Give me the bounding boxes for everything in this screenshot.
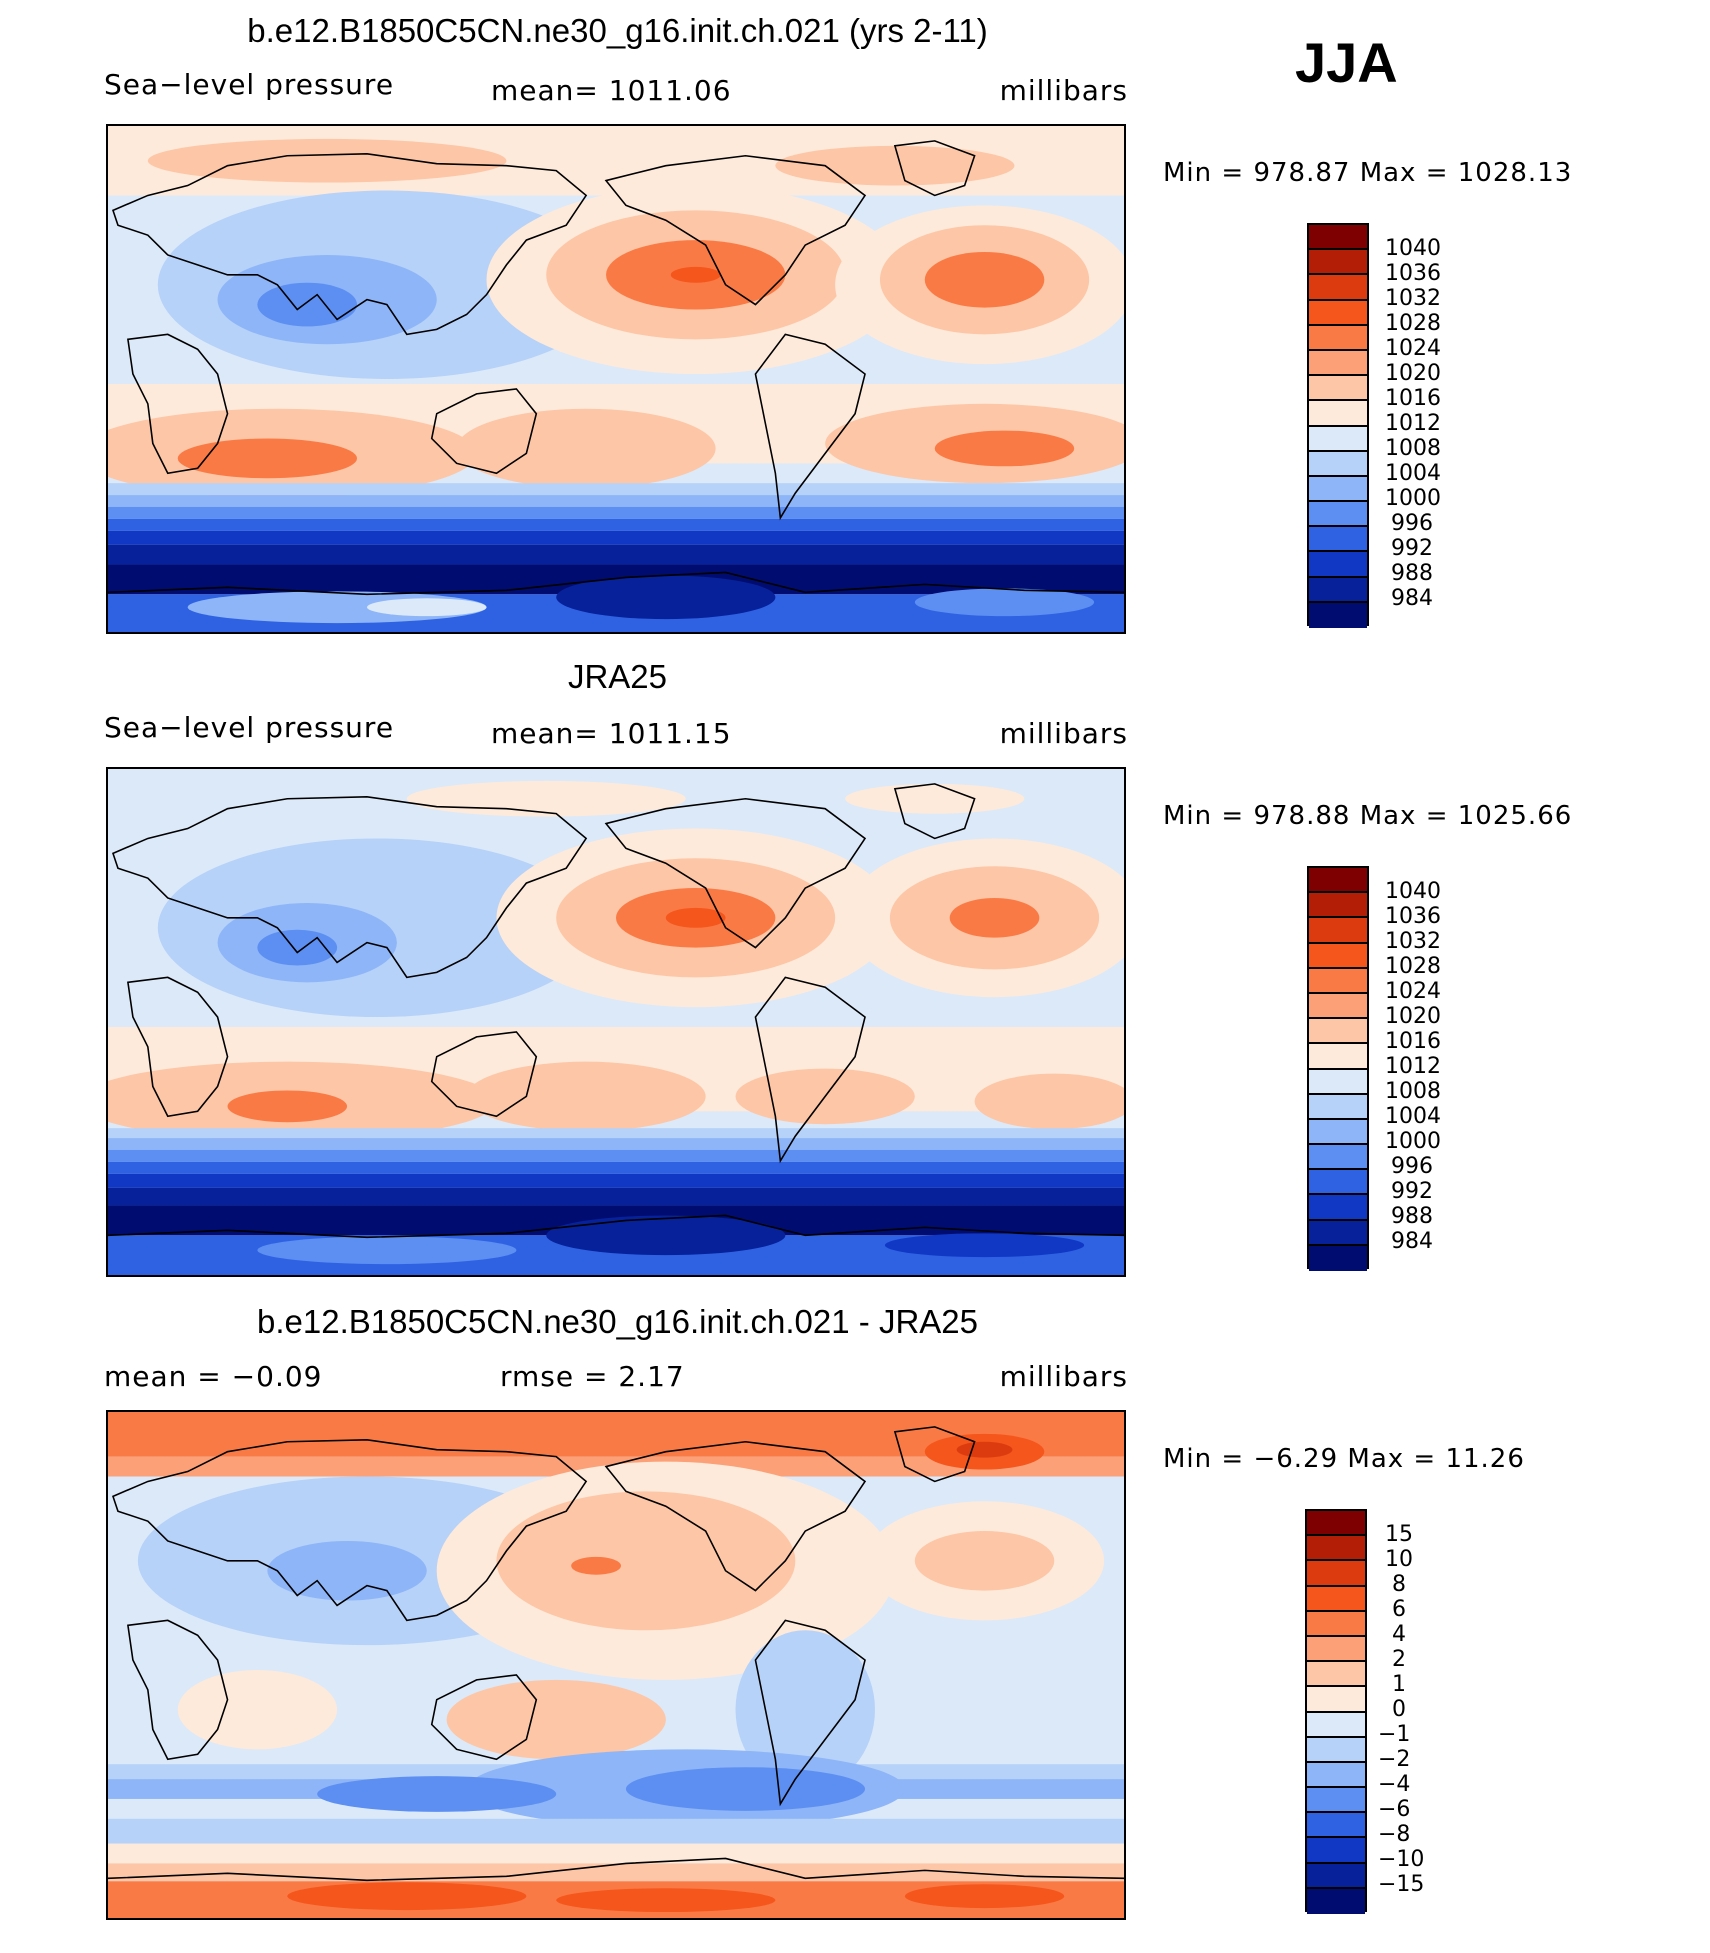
panel3-colorbar-label: −8	[1378, 1822, 1411, 1847]
panel2-colorbar-label: 984	[1391, 1229, 1433, 1254]
panel1-colorbar-label: 1012	[1385, 411, 1441, 436]
panel2-units-label: millibars	[999, 717, 1128, 750]
panel2-colorbar-label: 1020	[1385, 1004, 1441, 1029]
panel2-colorbar-label: 1008	[1385, 1079, 1441, 1104]
panel1-colorbar	[1307, 223, 1369, 628]
panel2-colorbar	[1307, 866, 1369, 1271]
panel1-colorbar-label: 984	[1391, 586, 1433, 611]
panel3-mean-label: mean = −0.09	[104, 1360, 323, 1393]
panel2-colorbar-label: 988	[1391, 1204, 1433, 1229]
panel3-colorbar-label: −10	[1378, 1847, 1425, 1872]
panel3-colorbar-label: 15	[1385, 1522, 1413, 1547]
panel3-units-label: millibars	[999, 1360, 1128, 1393]
panel2-colorbar-label: 1032	[1385, 929, 1441, 954]
panel3-colorbar-label: −6	[1378, 1797, 1411, 1822]
panel2-colorbar-label: 1036	[1385, 904, 1441, 929]
panel3-colorbar-label: 8	[1392, 1572, 1406, 1597]
panel1-map	[106, 124, 1126, 634]
panel2-colorbar-label: 992	[1391, 1179, 1433, 1204]
panel3-colorbar-label: 0	[1392, 1697, 1406, 1722]
panel3-rmse-label: rmse = 2.17	[500, 1360, 685, 1393]
panel1-variable-label: Sea−level pressure	[104, 68, 395, 101]
panel1-colorbar-label: 988	[1391, 561, 1433, 586]
panel1-mean-label: mean= 1011.06	[491, 74, 732, 107]
panel3-colorbar-label: 10	[1385, 1547, 1413, 1572]
panel3-colorbar-label: 6	[1392, 1597, 1406, 1622]
panel1-colorbar-label: 1036	[1385, 261, 1441, 286]
panel2-colorbar-label: 1040	[1385, 879, 1441, 904]
panel2-colorbar-label: 1004	[1385, 1104, 1441, 1129]
panel3-contour-field	[108, 1412, 1124, 1918]
panel2-minmax: Min = 978.88 Max = 1025.66	[1163, 801, 1573, 831]
panel2-map	[106, 767, 1126, 1277]
panel3-colorbar-label: 2	[1392, 1647, 1406, 1672]
panel1-units-label: millibars	[999, 74, 1128, 107]
panel3-title: b.e12.B1850C5CN.ne30_g16.init.ch.021 - J…	[257, 1303, 978, 1340]
panel3-colorbar-label: −15	[1378, 1872, 1425, 1897]
panel2-title: JRA25	[567, 658, 668, 695]
panel1-title: b.e12.B1850C5CN.ne30_g16.init.ch.021 (yr…	[247, 12, 988, 49]
panel2-colorbar-label: 1024	[1385, 979, 1441, 1004]
panel1-colorbar-label: 1016	[1385, 386, 1441, 411]
panel3-colorbar-label: −2	[1378, 1747, 1411, 1772]
panel1-colorbar-label: 1004	[1385, 461, 1441, 486]
panel3-colorbar-label: 4	[1392, 1622, 1406, 1647]
panel3-colorbar	[1305, 1509, 1367, 1914]
panel1-colorbar-label: 1000	[1385, 486, 1441, 511]
panel1-colorbar-label: 1024	[1385, 336, 1441, 361]
panel1-colorbar-label: 1008	[1385, 436, 1441, 461]
panel1-contour-field	[108, 126, 1124, 632]
panel3-map	[106, 1410, 1126, 1920]
panel1-colorbar-label: 1040	[1385, 236, 1441, 261]
panel3-colorbar-label: −1	[1378, 1722, 1411, 1747]
panel1-colorbar-label: 1020	[1385, 361, 1441, 386]
panel3-colorbar-label: −4	[1378, 1772, 1411, 1797]
panel2-colorbar-label: 1028	[1385, 954, 1441, 979]
panel3-colorbar-label: 1	[1392, 1672, 1406, 1697]
panel2-colorbar-label: 1016	[1385, 1029, 1441, 1054]
panel1-colorbar-label: 992	[1391, 536, 1433, 561]
panel1-colorbar-label: 1032	[1385, 286, 1441, 311]
panel2-contour-field	[108, 769, 1124, 1275]
season-label: JJA	[1295, 31, 1398, 94]
panel1-minmax: Min = 978.87 Max = 1028.13	[1163, 158, 1573, 188]
panel2-colorbar-label: 996	[1391, 1154, 1433, 1179]
panel2-colorbar-label: 1012	[1385, 1054, 1441, 1079]
panel2-mean-label: mean= 1011.15	[491, 717, 732, 750]
panel3-minmax: Min = −6.29 Max = 11.26	[1163, 1444, 1525, 1474]
panel1-colorbar-label: 996	[1391, 511, 1433, 536]
panel2-variable-label: Sea−level pressure	[104, 711, 395, 744]
panel1-colorbar-label: 1028	[1385, 311, 1441, 336]
panel2-colorbar-label: 1000	[1385, 1129, 1441, 1154]
